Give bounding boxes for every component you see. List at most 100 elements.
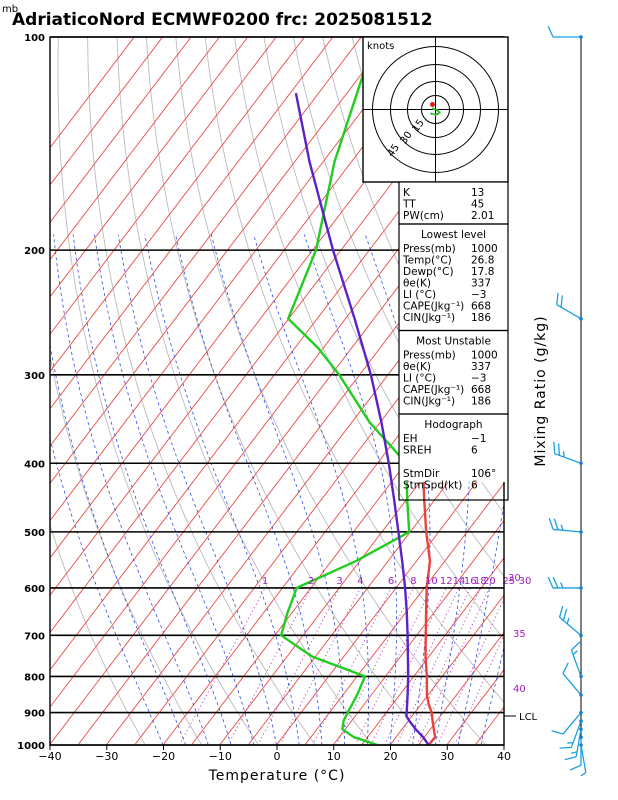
mixing-ratio-label: 25 bbox=[502, 576, 515, 587]
pressure-tick-label: 100 bbox=[24, 33, 45, 44]
index-value: 668 bbox=[471, 384, 491, 396]
x-axis-label: Temperature (°C) bbox=[208, 768, 346, 784]
hodograph-point bbox=[436, 112, 439, 116]
index-value: 186 bbox=[471, 396, 491, 408]
isotherm bbox=[50, 37, 391, 485]
wind-barb-point bbox=[579, 35, 583, 39]
pressure-unit-label: mb bbox=[2, 4, 19, 15]
pressure-tick-label: 600 bbox=[24, 584, 45, 595]
wind-barb-flag bbox=[553, 441, 556, 454]
wind-barb bbox=[553, 528, 582, 533]
moist-adiabat bbox=[50, 342, 187, 745]
wind-barb-flag bbox=[559, 746, 572, 749]
index-value: 2.01 bbox=[471, 210, 494, 222]
moist-adiabat bbox=[364, 234, 431, 745]
moist-adiabat bbox=[303, 234, 398, 745]
parcel-line bbox=[294, 92, 430, 745]
index-value: 26.8 bbox=[471, 255, 494, 267]
isotherm bbox=[50, 37, 135, 149]
isotherm bbox=[247, 408, 504, 745]
isotherm bbox=[50, 37, 305, 373]
index-label: StmSpd(kt) bbox=[403, 480, 462, 492]
index-value: 13 bbox=[471, 187, 484, 199]
mixing-ratio-line bbox=[279, 587, 361, 745]
wind-barb-flag bbox=[560, 582, 564, 589]
index-label: θe(K) bbox=[403, 278, 431, 290]
wind-barb-flag bbox=[564, 756, 577, 761]
moist-adiabat bbox=[117, 234, 277, 745]
wind-profile-panel: Mixing Ratio (g/kg) bbox=[533, 25, 587, 777]
index-label: K bbox=[403, 187, 411, 199]
mixing-ratio-line bbox=[416, 587, 490, 745]
isotherm bbox=[77, 184, 504, 745]
wind-barb-flag bbox=[556, 292, 559, 305]
wind-barb-flag bbox=[557, 443, 561, 456]
wind-barb-point bbox=[579, 586, 583, 590]
table-section-header: Lowest level bbox=[421, 229, 486, 241]
hodograph-ring bbox=[421, 95, 450, 124]
x-tick-label: −20 bbox=[152, 750, 175, 763]
mixing-ratio-label: 3 bbox=[336, 576, 342, 587]
index-label: LI (°C) bbox=[403, 289, 436, 301]
saturation-label: 35 bbox=[513, 629, 526, 640]
index-value: 1000 bbox=[471, 350, 498, 362]
isotherm bbox=[332, 519, 504, 745]
wind-barb-point bbox=[579, 727, 583, 732]
hodograph-point bbox=[431, 107, 435, 110]
wind-barb-flag bbox=[547, 576, 554, 589]
mixing-ratio-label: 2 bbox=[308, 576, 314, 587]
index-label: StmDir bbox=[403, 468, 440, 480]
table-section-header: Most Unstable bbox=[416, 336, 491, 348]
moist-adiabat bbox=[72, 234, 232, 745]
isotherm bbox=[50, 37, 447, 559]
index-value: 337 bbox=[471, 278, 491, 290]
x-tick-label: 20 bbox=[384, 750, 398, 763]
wind-barb-point bbox=[579, 316, 583, 321]
index-label: LI (°C) bbox=[403, 373, 436, 385]
wind-barb-flag bbox=[558, 605, 564, 618]
wind-barb-flag bbox=[566, 617, 570, 624]
index-label: CIN(Jkg⁻¹) bbox=[403, 312, 455, 324]
isotherm bbox=[361, 557, 504, 745]
wind-barb-flag bbox=[562, 609, 568, 621]
mixing-ratio-line bbox=[384, 587, 460, 745]
pressure-tick-label: 900 bbox=[24, 709, 45, 720]
wind-barb-point bbox=[579, 719, 583, 723]
isotherm bbox=[389, 594, 504, 745]
x-tick-label: 30 bbox=[440, 750, 454, 763]
mixing-ratio-lines bbox=[178, 587, 504, 745]
wind-barb-point bbox=[579, 693, 583, 697]
wind-barb bbox=[580, 744, 587, 773]
index-value: −3 bbox=[471, 373, 486, 385]
dry-adiabat bbox=[116, 37, 373, 745]
moist-adiabat bbox=[50, 436, 164, 745]
x-tick-label: 40 bbox=[497, 750, 511, 763]
mixing-ratio-label: 12 bbox=[440, 576, 453, 587]
chart-title: AdriaticoNord ECMWF0200 frc: 2025081512 bbox=[12, 10, 433, 30]
index-label: Press(mb) bbox=[403, 350, 456, 362]
mixing-ratio-label: 20 bbox=[483, 576, 496, 587]
wind-barb bbox=[562, 712, 582, 735]
mixing-ratio-label: 10 bbox=[425, 576, 438, 587]
wind-barb-flag bbox=[560, 524, 564, 531]
indices-table: K 13 TT 45 PW(cm) 2.01 Lowest level Press(mb) 10… bbox=[398, 181, 509, 501]
hodograph-point bbox=[434, 113, 437, 116]
wind-barb-flag bbox=[571, 751, 578, 754]
x-tick-label: 10 bbox=[327, 750, 341, 763]
table-background bbox=[399, 182, 508, 482]
index-label: PW(cm) bbox=[403, 210, 444, 222]
pressure-tick-label: 400 bbox=[24, 459, 45, 470]
wind-barb-flag bbox=[547, 25, 554, 38]
index-label: CIN(Jkg⁻¹) bbox=[403, 396, 455, 408]
wind-barb-flag bbox=[552, 576, 559, 589]
wind-barb-point bbox=[579, 530, 583, 534]
wind-barb-point bbox=[579, 633, 583, 638]
isotherm bbox=[304, 482, 504, 745]
moist-adiabat bbox=[175, 234, 323, 745]
x-tick-label: 0 bbox=[274, 750, 281, 763]
isotherm bbox=[276, 445, 504, 745]
hodograph-point bbox=[438, 111, 441, 114]
wind-barb-flag bbox=[553, 518, 559, 531]
wind-barb bbox=[570, 649, 582, 677]
saturation-label: 40 bbox=[513, 684, 526, 695]
